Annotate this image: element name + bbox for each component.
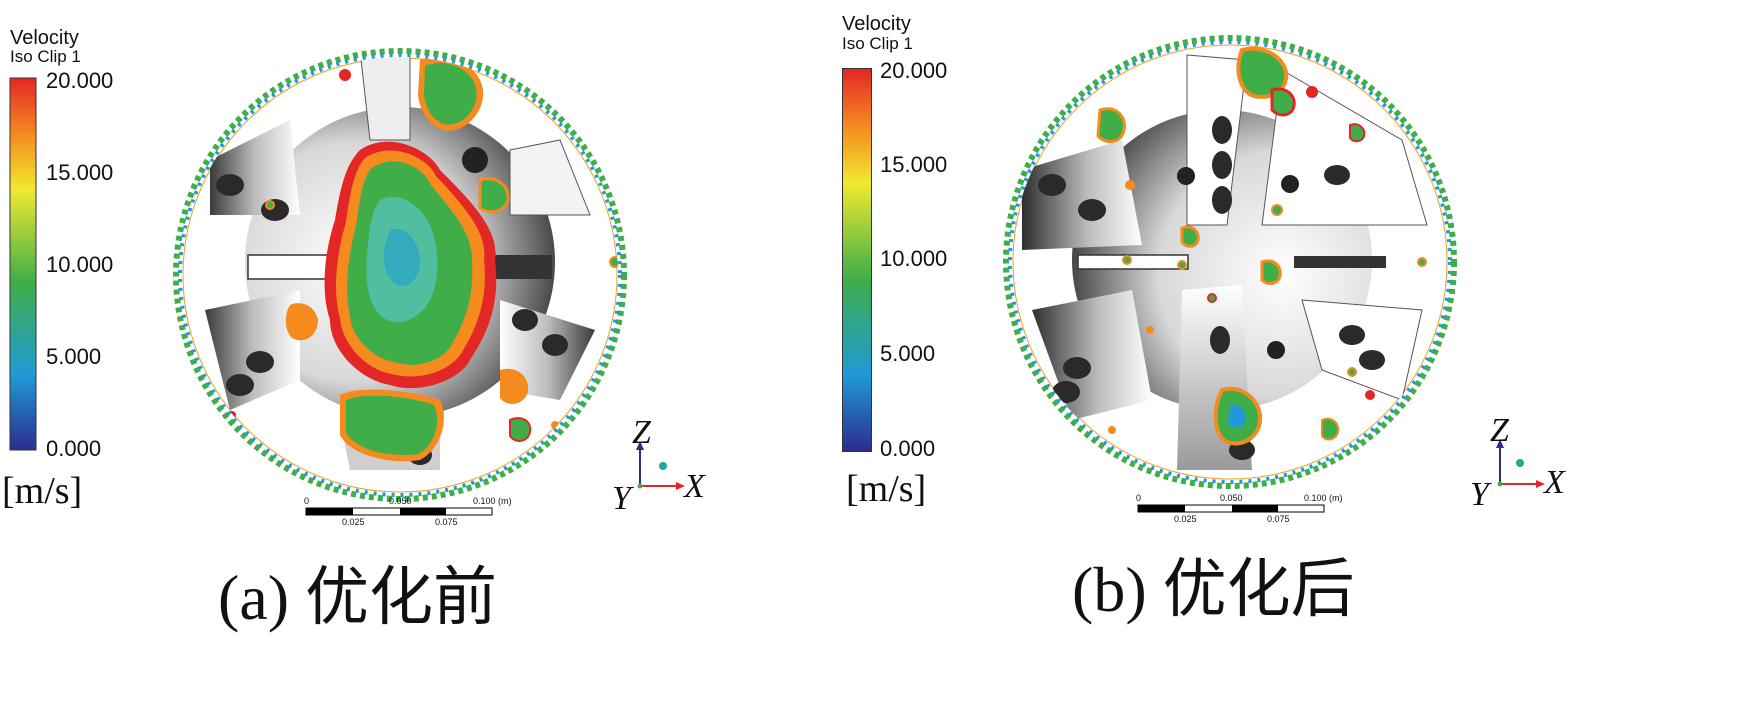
- scale-label: (m): [498, 496, 512, 506]
- scale-label: 0.075: [1267, 514, 1290, 524]
- hole: [542, 334, 568, 356]
- cutter-sector: [359, 57, 411, 141]
- colorbar: [842, 68, 872, 452]
- hole: [512, 309, 538, 331]
- hole: [1063, 357, 1091, 379]
- hole: [1212, 151, 1232, 179]
- axis-label-y: Y: [1470, 476, 1489, 513]
- legend-tick: 20.000: [46, 68, 114, 93]
- hole: [1267, 341, 1285, 359]
- legend-tick: 0.000: [880, 436, 936, 461]
- cutter-sector: [509, 139, 591, 216]
- scale-label: (m): [1329, 493, 1343, 503]
- panel-b: Velocity Iso Clip 1 20.000 15.000 10.000…: [842, 0, 1764, 720]
- legend-tick: 10.000: [880, 246, 948, 271]
- hole: [1359, 350, 1385, 370]
- cutter-sector: [1261, 69, 1428, 226]
- caption: (a) 优化前: [218, 562, 498, 633]
- scale-label: 0: [1136, 493, 1142, 503]
- legend-tick: 5.000: [46, 344, 102, 369]
- slot-left: [247, 254, 339, 280]
- colorbar: [9, 77, 37, 451]
- legend-tick: 15.000: [46, 160, 114, 185]
- disk-rim-outer: [173, 48, 627, 502]
- cutter-sector: [1022, 140, 1142, 250]
- velocity-contour-region: [1096, 46, 1427, 446]
- hole: [261, 199, 289, 221]
- scale-label: 0.025: [1174, 514, 1197, 524]
- legend-unit: [m/s]: [846, 468, 927, 510]
- velocity-contour-plot-b: [1003, 35, 1545, 513]
- scale-label: 0.025: [342, 517, 365, 527]
- disk-rim-inner: [178, 53, 622, 497]
- scale-label: 0.050: [389, 496, 412, 506]
- hole: [1212, 186, 1232, 214]
- axis-label-y: Y: [612, 480, 631, 517]
- disk-rim-inner: [1008, 40, 1452, 484]
- cutter-sector: [1032, 290, 1152, 420]
- scale-bar: [305, 507, 493, 516]
- legend-tick: 0.000: [46, 436, 102, 461]
- scale-bar: [1137, 504, 1325, 513]
- scale-label: 0.050: [1220, 493, 1243, 503]
- slot-right: [1294, 256, 1386, 268]
- hole: [1212, 116, 1232, 144]
- disk-rim-outer: [1003, 35, 1457, 489]
- legend-tick: 15.000: [880, 152, 948, 177]
- hole: [1324, 165, 1350, 185]
- axis-label-x: X: [1544, 464, 1565, 501]
- scale-label: 0: [304, 496, 310, 506]
- slot-right: [495, 255, 552, 279]
- panel-a: Velocity Iso Clip 1 20.000 15.000 10.000…: [2, 27, 705, 633]
- legend-title-line1: Velocity: [842, 13, 911, 35]
- cutter-disk: [173, 48, 627, 502]
- hole: [1281, 175, 1299, 193]
- caption: (b) 优化后: [1072, 554, 1355, 625]
- coordinate-triad: [636, 441, 685, 490]
- coordinate-triad: [1496, 439, 1545, 488]
- hole: [216, 174, 244, 196]
- hole: [1038, 174, 1066, 196]
- scale-label: 0.100: [1304, 493, 1327, 503]
- legend-title-line2: Iso Clip 1: [842, 34, 913, 53]
- hole: [1078, 199, 1106, 221]
- hole: [246, 351, 274, 373]
- cutter-disk: [1003, 35, 1457, 489]
- axis-label-x: X: [684, 468, 705, 505]
- scale-label: 0.075: [435, 517, 458, 527]
- axis-label-z: Z: [1490, 412, 1509, 449]
- velocity-contour-region: [228, 57, 618, 462]
- hole: [1339, 325, 1365, 345]
- legend-tick: 5.000: [880, 341, 936, 366]
- legend-tick: 10.000: [46, 252, 114, 277]
- hole: [462, 147, 488, 173]
- legend-title-line2: Iso Clip 1: [10, 47, 81, 66]
- legend-tick: 20.000: [880, 58, 948, 83]
- hole: [1177, 167, 1195, 185]
- legend-unit: [m/s]: [2, 470, 83, 512]
- hole: [1210, 326, 1230, 354]
- axis-label-z: Z: [632, 414, 651, 451]
- legend-title-line1: Velocity: [10, 27, 79, 49]
- scale-label: 0.100: [473, 496, 496, 506]
- hole: [226, 374, 254, 396]
- slot-left: [1077, 254, 1189, 270]
- velocity-contour-plot-a: [9, 48, 685, 516]
